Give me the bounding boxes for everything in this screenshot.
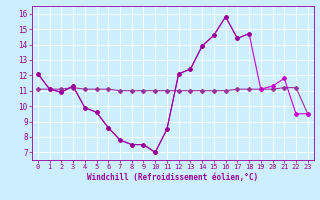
X-axis label: Windchill (Refroidissement éolien,°C): Windchill (Refroidissement éolien,°C) <box>87 173 258 182</box>
